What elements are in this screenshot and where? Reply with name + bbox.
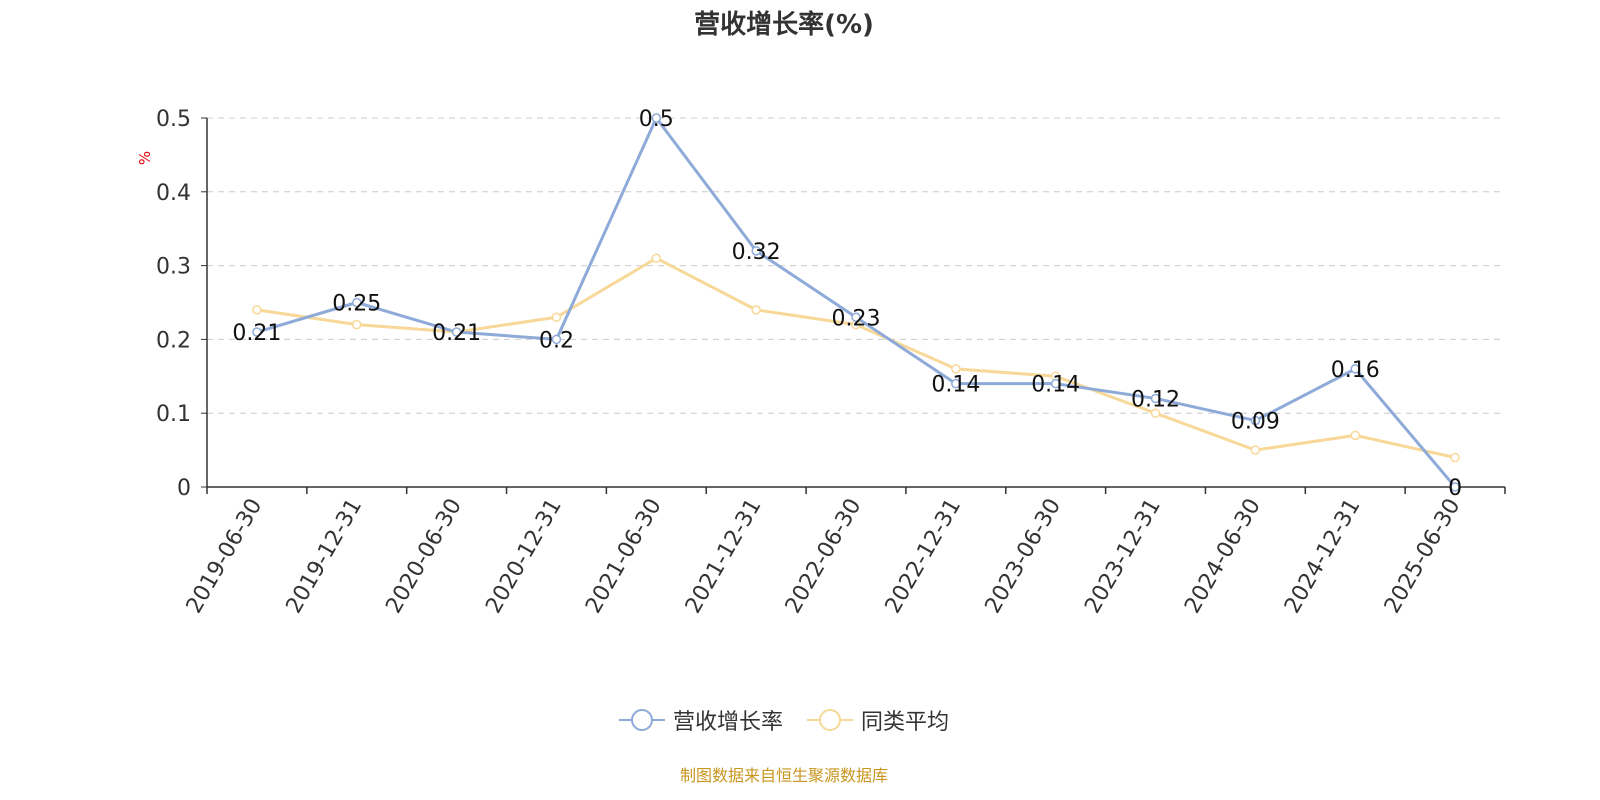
point-peer-average xyxy=(651,253,662,263)
legend-item-revenue-growth[interactable]: 营收增长率 xyxy=(618,704,783,736)
data-label: 0.09 xyxy=(1231,410,1280,435)
point-peer-average xyxy=(352,319,362,330)
data-label: 0 xyxy=(1448,476,1462,501)
data-label: 0.12 xyxy=(1131,387,1180,412)
x-tick-label: 2025-06-30 xyxy=(1380,495,1466,618)
point-revenue-growth xyxy=(252,327,262,337)
y-tick-label: 0 xyxy=(177,476,191,501)
point-peer-average xyxy=(551,312,562,323)
data-label: 0.25 xyxy=(332,292,381,317)
data-label: 0.21 xyxy=(232,321,281,346)
data-label: 0.14 xyxy=(1031,373,1080,398)
data-labels: 0.21 0.25 0.21 0.2 0.5 0.32 0.23 0.14 0.14 0.12 0.… xyxy=(232,107,1462,501)
point-revenue-growth xyxy=(451,327,462,337)
data-label: 0.16 xyxy=(1331,358,1380,383)
x-tick-label: 2023-06-30 xyxy=(981,495,1067,618)
x-tick-label: 2019-12-31 xyxy=(282,495,368,618)
x-tick-label: 2022-12-31 xyxy=(881,495,967,618)
point-peer-average xyxy=(951,364,961,374)
y-tick-label: 0.1 xyxy=(156,402,191,427)
point-revenue-growth xyxy=(851,312,861,323)
x-tick-label: 2022-06-30 xyxy=(781,495,867,618)
axes: 00.10.20.30.40.5%2019-06-30 2019-12-31 202… xyxy=(136,107,1506,618)
y-tick-label: 0.4 xyxy=(156,181,191,206)
data-label: 0.2 xyxy=(539,328,574,353)
point-revenue-growth xyxy=(1050,378,1061,389)
y-tick-label: 0.5 xyxy=(156,107,191,132)
point-peer-average xyxy=(1450,452,1460,463)
legend: 营收增长率 同类平均 xyxy=(0,704,1568,736)
x-tick-label: 2021-06-30 xyxy=(581,495,667,618)
point-peer-average xyxy=(1150,408,1161,418)
legend-label: 同类平均 xyxy=(861,710,950,735)
data-label: 0.23 xyxy=(832,306,881,331)
point-revenue-growth xyxy=(651,113,662,123)
point-revenue-growth xyxy=(352,297,362,308)
x-tick-label: 2020-12-31 xyxy=(481,495,567,618)
point-revenue-growth xyxy=(1350,364,1360,374)
point-revenue-growth xyxy=(751,246,761,256)
data-label: 0.14 xyxy=(931,373,980,398)
y-tick-label: 0.2 xyxy=(156,328,191,353)
data-label: 0.32 xyxy=(732,240,781,265)
point-peer-average xyxy=(1250,445,1261,455)
legend-line-circle-icon xyxy=(807,709,853,731)
point-revenue-growth xyxy=(1250,415,1261,426)
x-tick-label: 2019-06-30 xyxy=(182,495,268,618)
point-peer-average xyxy=(1350,430,1360,441)
point-revenue-growth xyxy=(951,378,961,389)
point-peer-average xyxy=(751,305,761,315)
source-note: 制图数据来自恒生聚源数据库 xyxy=(679,766,888,785)
point-revenue-growth xyxy=(1450,482,1460,492)
legend-line-circle-icon xyxy=(618,709,665,731)
y-axis-label: % xyxy=(136,151,154,165)
x-tick-label: 2024-06-30 xyxy=(1180,495,1266,618)
x-tick-label: 2020-06-30 xyxy=(381,494,467,617)
y-tick-label: 0.3 xyxy=(156,255,191,280)
line-chart: 00.10.20.30.40.5%2019-06-30 2019-12-31 202… xyxy=(136,107,1506,618)
legend-item-peer-average[interactable]: 同类平均 xyxy=(807,704,949,736)
data-label: 0.21 xyxy=(432,321,481,346)
point-revenue-growth xyxy=(551,334,562,345)
series xyxy=(252,113,1460,492)
data-label: 0.5 xyxy=(639,107,674,132)
chart-title: 营收增长率(%) xyxy=(694,10,874,40)
x-tick-label: 2021-12-31 xyxy=(681,495,767,618)
point-revenue-growth xyxy=(1150,393,1161,404)
grid-lines xyxy=(207,117,1505,414)
legend-label: 营收增长率 xyxy=(672,710,783,735)
x-tick-label: 2023-12-31 xyxy=(1080,495,1166,618)
x-tick-label: 2024-12-31 xyxy=(1280,495,1366,618)
point-peer-average xyxy=(252,305,262,315)
